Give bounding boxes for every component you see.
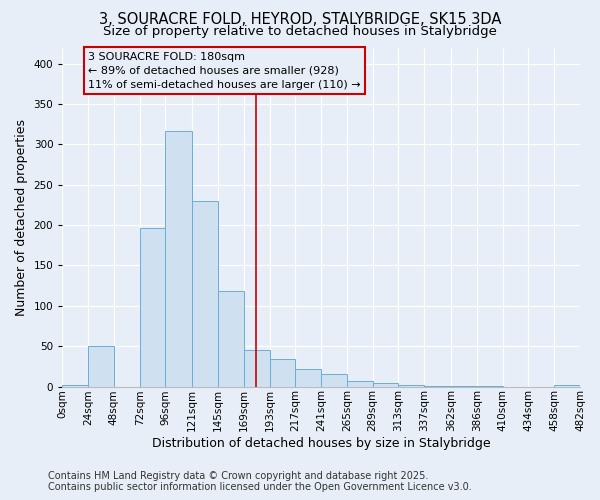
Bar: [347, 381, 373, 386]
Text: 3, SOURACRE FOLD, HEYROD, STALYBRIDGE, SK15 3DA: 3, SOURACRE FOLD, HEYROD, STALYBRIDGE, S…: [99, 12, 501, 28]
Bar: [88, 346, 114, 387]
Bar: [373, 384, 398, 386]
X-axis label: Distribution of detached houses by size in Stalybridge: Distribution of detached houses by size …: [152, 437, 490, 450]
Bar: [166, 130, 192, 386]
Bar: [192, 201, 218, 386]
Bar: [398, 385, 424, 386]
Bar: [269, 359, 295, 386]
Bar: [218, 292, 244, 386]
Text: Contains HM Land Registry data © Crown copyright and database right 2025.
Contai: Contains HM Land Registry data © Crown c…: [48, 471, 472, 492]
Bar: [321, 374, 347, 386]
Bar: [295, 369, 321, 386]
Bar: [62, 385, 88, 386]
Bar: [554, 385, 580, 386]
Text: 3 SOURACRE FOLD: 180sqm
← 89% of detached houses are smaller (928)
11% of semi-d: 3 SOURACRE FOLD: 180sqm ← 89% of detache…: [88, 52, 361, 90]
Bar: [140, 228, 166, 386]
Text: Size of property relative to detached houses in Stalybridge: Size of property relative to detached ho…: [103, 25, 497, 38]
Bar: [244, 350, 269, 387]
Y-axis label: Number of detached properties: Number of detached properties: [15, 118, 28, 316]
